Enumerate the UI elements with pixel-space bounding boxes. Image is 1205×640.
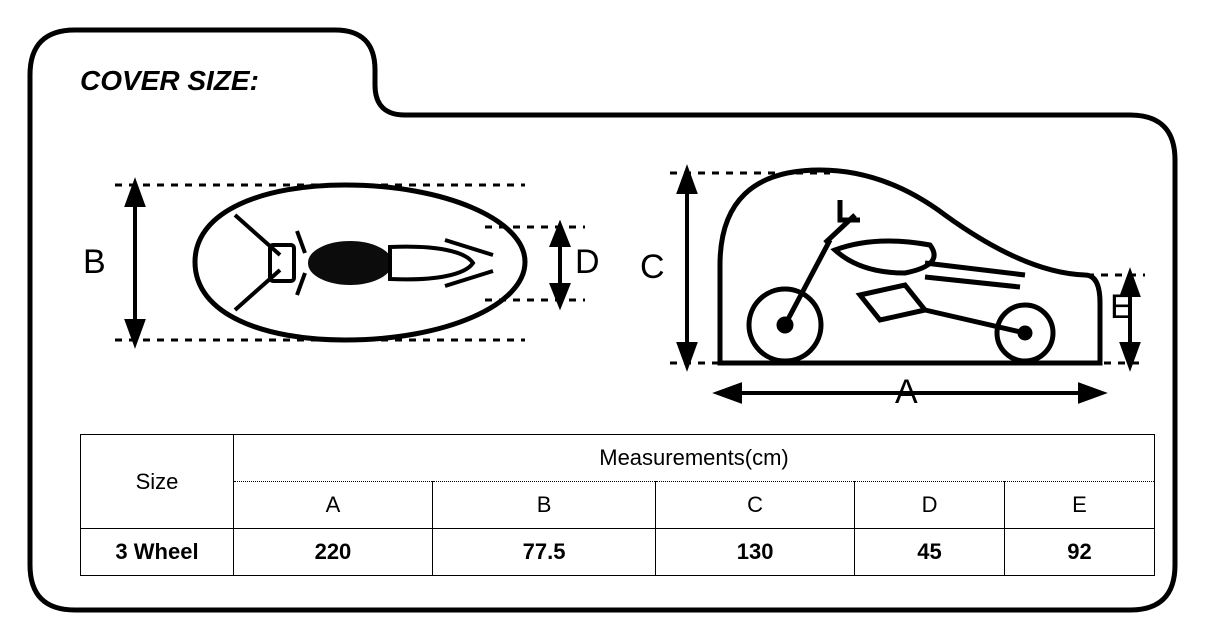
- col-E: E: [1005, 482, 1155, 529]
- top-view-diagram: B D: [65, 145, 595, 385]
- table-header-row-2: A B C D E: [81, 482, 1155, 529]
- col-D: D: [855, 482, 1005, 529]
- size-header: Size: [81, 435, 234, 529]
- val-D: 45: [855, 529, 1005, 576]
- col-A: A: [234, 482, 433, 529]
- val-E: 92: [1005, 529, 1155, 576]
- val-B: 77.5: [432, 529, 655, 576]
- card: COVER SIZE:: [25, 25, 1180, 615]
- dim-label-E: E: [1110, 290, 1133, 324]
- measurements-header: Measurements(cm): [234, 435, 1155, 482]
- diagrams-area: B D: [65, 145, 1140, 415]
- side-view-diagram: C E A: [625, 145, 1155, 415]
- dim-label-A: A: [895, 375, 918, 409]
- table-header-row-1: Size Measurements(cm): [81, 435, 1155, 482]
- col-C: C: [656, 482, 855, 529]
- dim-label-D: D: [575, 245, 600, 279]
- dim-label-B: B: [83, 245, 106, 279]
- val-C: 130: [656, 529, 855, 576]
- col-B: B: [432, 482, 655, 529]
- measurements-table: Size Measurements(cm) A B C D E 3 Wheel …: [80, 434, 1155, 576]
- row-label: 3 Wheel: [81, 529, 234, 576]
- val-A: 220: [234, 529, 433, 576]
- table-row: 3 Wheel 220 77.5 130 45 92: [81, 529, 1155, 576]
- dim-label-C: C: [640, 250, 665, 284]
- title: COVER SIZE:: [80, 65, 259, 97]
